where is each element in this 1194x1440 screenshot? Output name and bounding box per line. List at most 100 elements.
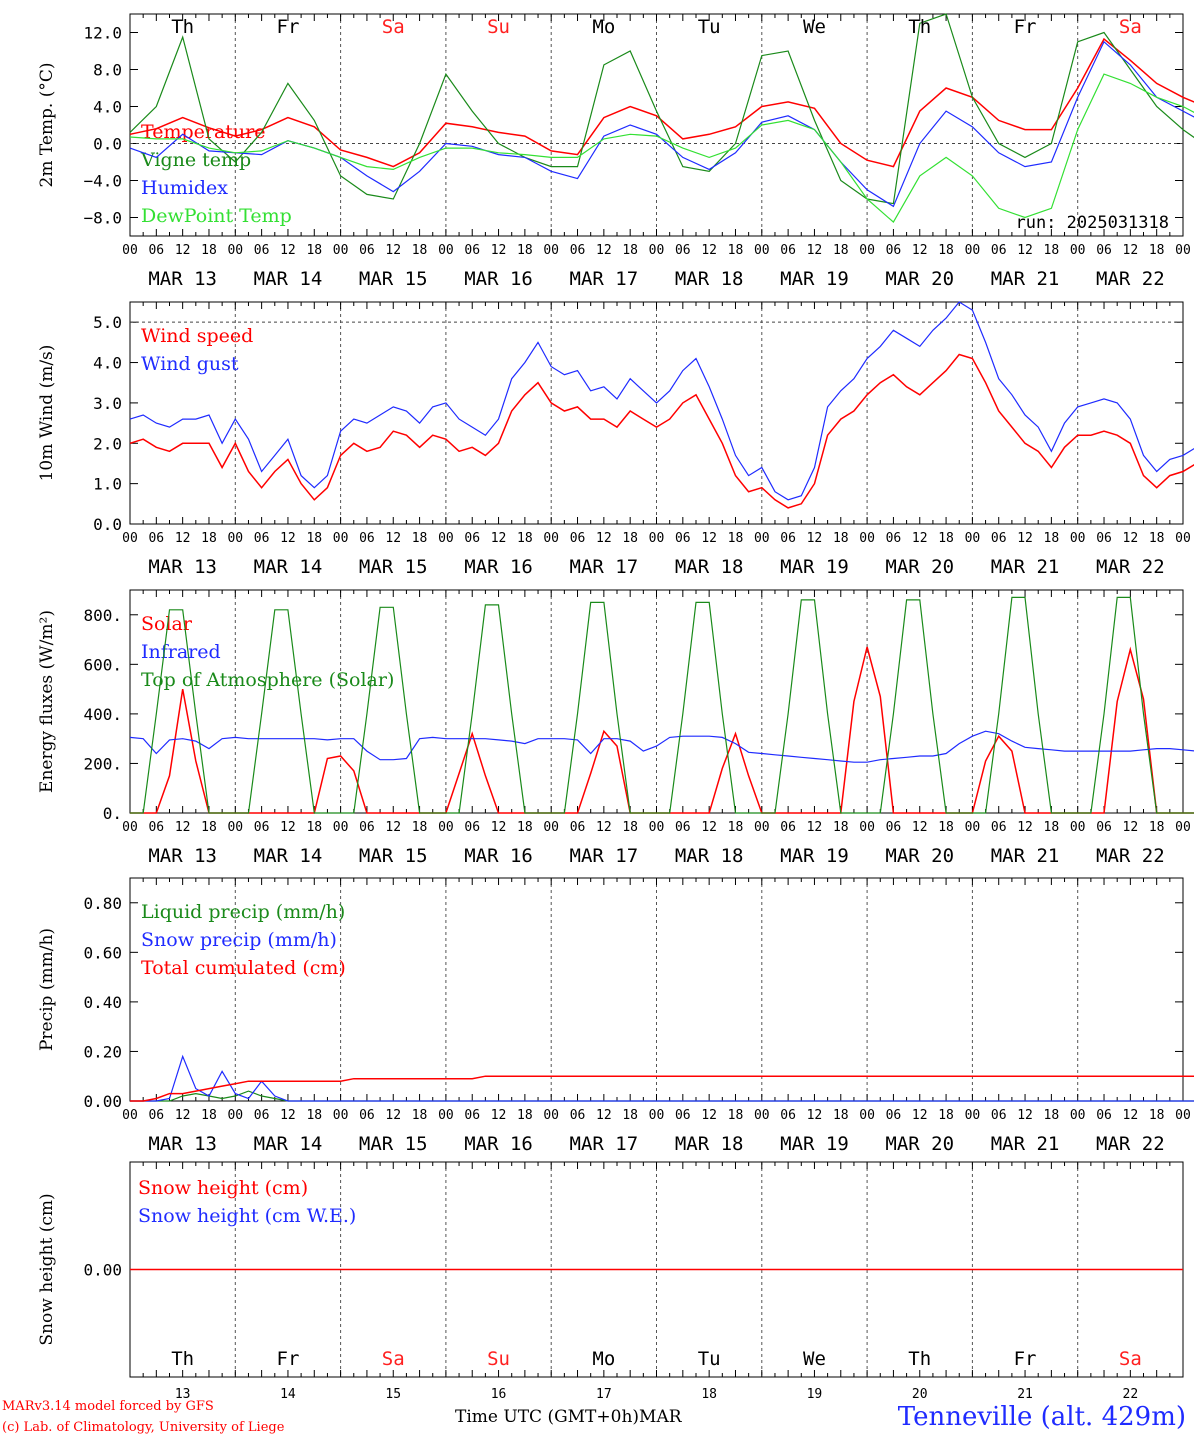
hour-tick-label: 18	[201, 820, 217, 835]
date-label: MAR 21	[991, 556, 1060, 578]
weekday-label: Th	[908, 16, 931, 38]
date-label: MAR 15	[359, 1133, 428, 1155]
model-credit: MARv3.14 model forced by GFS	[2, 1399, 214, 1414]
panel-temp: 12.0 8.0 4.0 0.0 −4.0 −8.0 2m Temp. (°C) Temper…	[37, 13, 1194, 290]
hour-tick-label: 00	[543, 243, 559, 258]
series-solar	[130, 646, 1194, 814]
hour-tick-label: 12	[807, 531, 823, 546]
weekday-label: Fr	[277, 16, 300, 38]
weekday-label: Fr	[1014, 1348, 1037, 1370]
hour-tick-label: 12	[280, 1108, 296, 1123]
hour-tick-label: 06	[1096, 531, 1112, 546]
date-label: MAR 16	[464, 845, 533, 867]
hour-tick-label: 06	[886, 531, 902, 546]
hour-tick-label: 00	[333, 1108, 349, 1123]
legend-entry: Wind speed	[141, 325, 253, 347]
hour-tick-label: 12	[491, 531, 507, 546]
hour-tick-label: 12	[491, 820, 507, 835]
y-tick-label: 1.0	[93, 475, 122, 494]
hour-tick-label: 06	[464, 1108, 480, 1123]
hour-tick-label: 00	[1175, 820, 1191, 835]
hour-tick-label: 00	[859, 1108, 875, 1123]
y-tick-label: 8.0	[93, 61, 122, 80]
hour-tick-label: 18	[938, 243, 954, 258]
y-tick-label: 600.	[83, 655, 122, 674]
day-number-label: 18	[701, 1387, 717, 1402]
hour-tick-label: 00	[1070, 1108, 1086, 1123]
panel-frame	[129, 589, 1184, 814]
date-label: MAR 13	[148, 268, 217, 290]
hour-tick-label: 12	[1017, 531, 1033, 546]
hour-tick-label: 06	[1096, 243, 1112, 258]
y-tick-label: 0.00	[83, 1261, 122, 1280]
hour-tick-label: 12	[596, 820, 612, 835]
y-tick-label: 0.	[103, 804, 122, 823]
hour-tick-label: 00	[438, 820, 454, 835]
hour-tick-label: 06	[675, 243, 691, 258]
hour-tick-label: 06	[254, 243, 270, 258]
hour-tick-label: 06	[780, 1108, 796, 1123]
hour-tick-label: 18	[728, 243, 744, 258]
hour-tick-label: 06	[675, 820, 691, 835]
legend-entry: Vigne temp	[140, 149, 251, 171]
hour-tick-label: 18	[201, 531, 217, 546]
hour-tick-label: 18	[622, 531, 638, 546]
y-tick-label: 200.	[83, 754, 122, 773]
hour-tick-label: 18	[622, 820, 638, 835]
hour-tick-label: 06	[675, 1108, 691, 1123]
hour-tick-label: 06	[254, 1108, 270, 1123]
hour-tick-label: 06	[464, 243, 480, 258]
date-label: MAR 15	[359, 845, 428, 867]
hour-tick-label: 18	[1149, 531, 1165, 546]
date-label: MAR 16	[464, 1133, 533, 1155]
hour-tick-label: 06	[359, 1108, 375, 1123]
hour-tick-label: 06	[464, 820, 480, 835]
legend-entry: Snow height (cm)	[138, 1177, 308, 1199]
hour-tick-label: 00	[965, 820, 981, 835]
hour-tick-label: 12	[1123, 1108, 1139, 1123]
hour-tick-label: 18	[1149, 820, 1165, 835]
hour-tick-label: 06	[1096, 1108, 1112, 1123]
day-number-label: 21	[1017, 1387, 1033, 1402]
hour-tick-label: 00	[754, 820, 770, 835]
date-label: MAR 16	[464, 556, 533, 578]
hour-tick-label: 12	[1017, 243, 1033, 258]
weekday-label: Fr	[277, 1348, 300, 1370]
date-label: MAR 18	[675, 1133, 744, 1155]
weekday-label: Th	[908, 1348, 931, 1370]
hour-tick-label: 06	[675, 531, 691, 546]
hour-tick-label: 06	[886, 243, 902, 258]
hour-tick-label: 00	[438, 531, 454, 546]
hour-tick-label: 06	[254, 531, 270, 546]
hour-tick-label: 06	[780, 243, 796, 258]
hour-tick-label: 18	[622, 1108, 638, 1123]
hour-tick-label: 12	[912, 820, 928, 835]
hour-tick-label: 12	[385, 243, 401, 258]
hour-tick-label: 18	[938, 531, 954, 546]
hour-tick-label: 00	[1070, 243, 1086, 258]
date-label: MAR 22	[1096, 845, 1165, 867]
series-snow-precip-mm-h-	[130, 1054, 1194, 1102]
hour-tick-label: 06	[148, 820, 164, 835]
hour-tick-label: 00	[754, 1108, 770, 1123]
date-label: MAR 13	[148, 556, 217, 578]
hour-tick-label: 18	[728, 1108, 744, 1123]
hour-tick-label: 00	[1070, 820, 1086, 835]
hour-tick-label: 00	[122, 1108, 138, 1123]
hour-tick-label: 06	[359, 531, 375, 546]
date-label: MAR 14	[254, 268, 323, 290]
hour-tick-label: 12	[175, 243, 191, 258]
date-label: MAR 20	[885, 556, 954, 578]
weekday-label: Th	[171, 1348, 194, 1370]
hour-tick-label: 00	[543, 531, 559, 546]
hour-tick-label: 00	[543, 820, 559, 835]
hour-tick-label: 00	[965, 243, 981, 258]
series-vigne-temp	[129, 13, 1194, 205]
legend-entry: Snow height (cm W.E.)	[138, 1205, 356, 1227]
hour-tick-label: 06	[886, 1108, 902, 1123]
legend-entry: Wind gust	[141, 353, 239, 375]
hour-tick-label: 12	[912, 531, 928, 546]
hour-tick-label: 18	[412, 243, 428, 258]
date-label: MAR 21	[991, 268, 1060, 290]
legend-entry: Solar	[141, 613, 193, 635]
